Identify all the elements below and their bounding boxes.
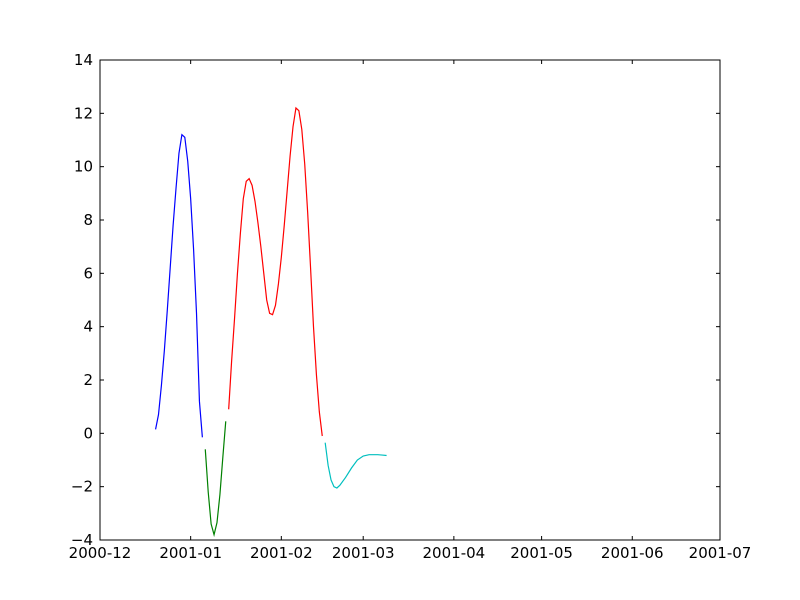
y-tick-label: 0	[83, 424, 93, 442]
y-tick-label: 12	[74, 104, 93, 122]
x-tick-label: 2000-12	[69, 544, 132, 562]
y-tick-label: 8	[83, 211, 93, 229]
series-layer	[154, 106, 387, 538]
y-tick-label: 10	[74, 158, 93, 176]
series-2-line	[204, 421, 227, 538]
x-tick-label: 2001-01	[159, 544, 222, 562]
x-tick-label: 2001-06	[601, 544, 664, 562]
y-tick-label: −4	[71, 531, 93, 549]
x-tick-label: 2001-02	[250, 544, 313, 562]
y-tick-label: 4	[83, 318, 93, 336]
series-4-line	[324, 442, 387, 489]
x-tick-label: 2001-07	[689, 544, 752, 562]
y-tick-label: 6	[83, 264, 93, 282]
series-1-line	[154, 133, 203, 438]
x-tick-label: 2001-04	[423, 544, 486, 562]
plot-frame	[99, 59, 721, 541]
series-3-line	[228, 106, 323, 437]
x-tick-label: 2001-05	[510, 544, 573, 562]
y-tick-label: 14	[74, 51, 93, 69]
y-tick-label: −2	[71, 478, 93, 496]
ticks-layer: 2000-12 2001-01 2001-02 2001-03 2001-04 2001-…	[69, 51, 752, 562]
x-tick-label: 2001-03	[332, 544, 395, 562]
y-tick-label: 2	[83, 371, 93, 389]
